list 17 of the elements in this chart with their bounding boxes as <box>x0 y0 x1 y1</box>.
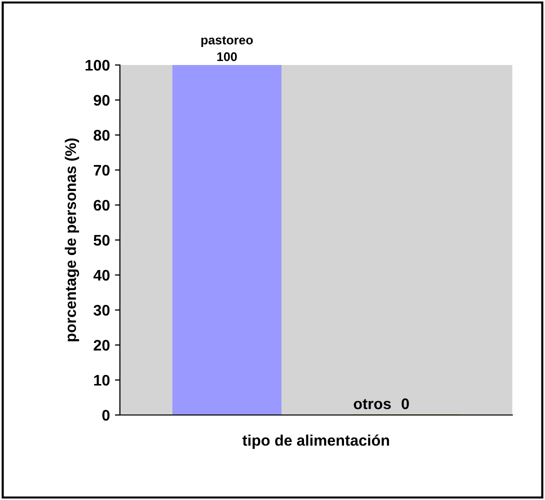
y-axis-title: porcentage de personas (%) <box>64 138 80 342</box>
data-label: 100 <box>217 52 237 62</box>
x-tick-label: otros <box>354 399 391 410</box>
y-tick-label: 30 <box>94 304 110 316</box>
y-tick-label: 60 <box>94 200 110 211</box>
y-tick-label: 100 <box>86 60 110 71</box>
y-tick-label: 70 <box>94 164 110 176</box>
y-tick-label: 90 <box>94 94 110 106</box>
y-tick-label: 20 <box>94 340 110 351</box>
y-tick-label: 40 <box>93 270 110 281</box>
data-label: 0 <box>402 398 409 410</box>
y-tick-label: 50 <box>94 234 110 246</box>
x-axis-title: tipo de alimentación <box>242 434 390 449</box>
y-tick-label: 80 <box>94 130 110 141</box>
y-tick-label: 10 <box>94 374 110 386</box>
y-tick-label: 0 <box>102 410 110 421</box>
x-tick-label: pastoreo <box>201 36 253 47</box>
